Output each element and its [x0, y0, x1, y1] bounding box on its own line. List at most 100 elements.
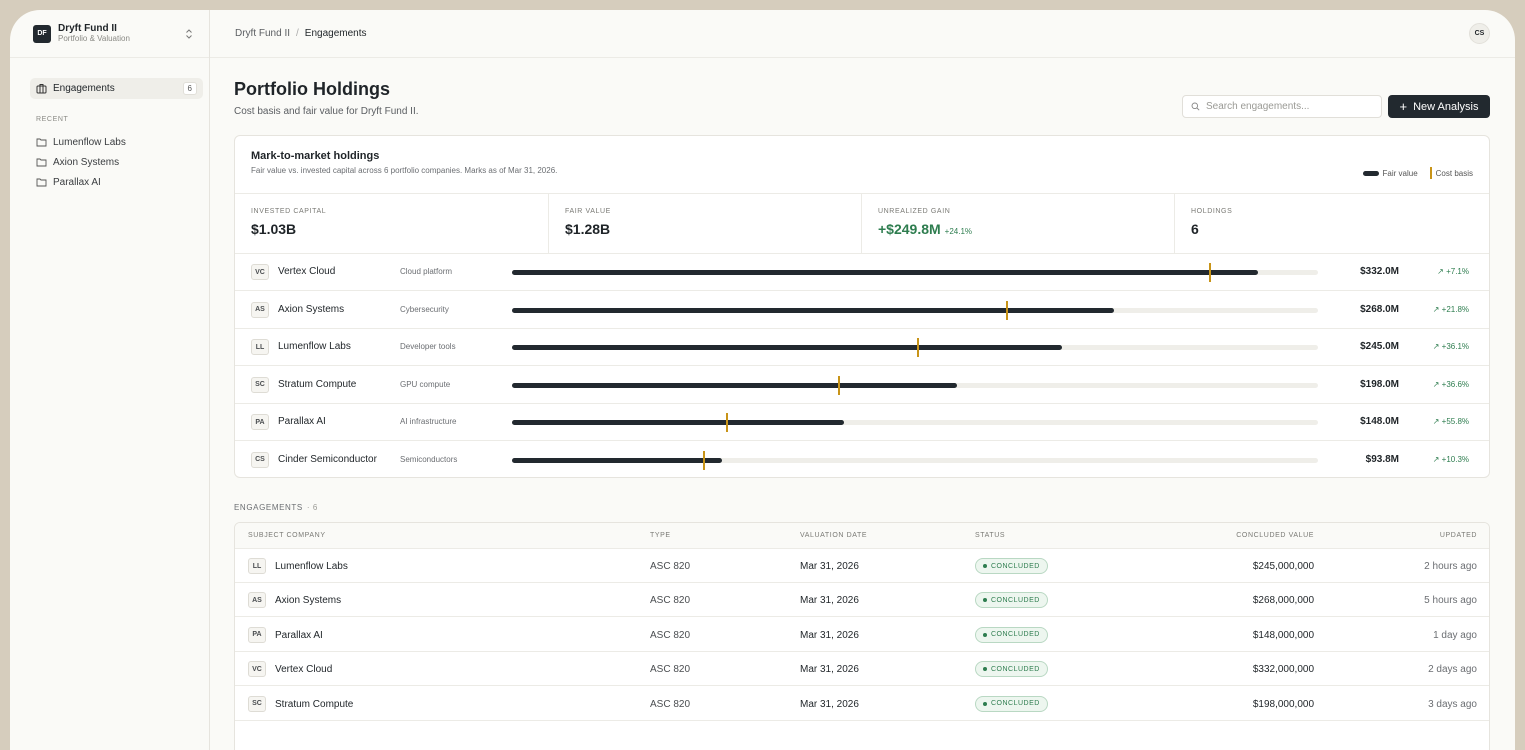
cell-company[interactable]: Stratum Compute — [275, 698, 354, 710]
cell-valuation-date: Mar 31, 2026 — [800, 698, 859, 710]
holding-fair-value: $268.0M — [1360, 303, 1399, 315]
company-initials-chip: VC — [248, 661, 266, 678]
holding-row[interactable]: SC Stratum Compute GPU compute $198.0M ↗ +36… — [235, 367, 1489, 404]
recent-item-label: Lumenflow Labs — [53, 136, 126, 148]
column-header-status[interactable]: STATUS — [975, 532, 1006, 539]
cell-concluded-value: $245,000,000 — [1252, 561, 1314, 572]
holding-change: ↗ +36.6% — [1432, 379, 1469, 389]
cell-company[interactable]: Parallax AI — [275, 629, 323, 641]
fair-value-track — [512, 338, 1318, 357]
holding-name: Parallax AI — [278, 416, 326, 427]
workspace-name: Dryft Fund II — [58, 23, 117, 34]
holding-row[interactable]: VC Vertex Cloud Cloud platform $332.0M ↗ +7.… — [235, 254, 1489, 291]
status-label: CONCLUDED — [991, 562, 1040, 570]
status-badge: CONCLUDED — [975, 661, 1048, 678]
column-header-company[interactable]: SUBJECT COMPANY — [248, 532, 326, 539]
fair-value-bar — [512, 457, 723, 463]
holding-name: Lumenflow Labs — [278, 341, 351, 352]
cell-valuation-date: Mar 31, 2026 — [800, 629, 859, 641]
holding-name: Cinder Semiconductor — [278, 453, 377, 465]
holding-change: ↗ +55.8% — [1432, 417, 1469, 426]
page-subtitle: Cost basis and fair value for Dryft Fund… — [234, 106, 419, 117]
stat-label: UNREALIZED GAIN — [878, 208, 951, 215]
holdings-card: Mark-to-market holdings Fair value vs. i… — [234, 135, 1490, 478]
fair-value-track — [512, 450, 1318, 470]
cell-type: ASC 820 — [650, 629, 691, 641]
holding-change: ↗ +7.1% — [1437, 267, 1469, 276]
company-initials-chip: AS — [248, 592, 266, 609]
fair-value-bar — [512, 382, 957, 388]
sidebar-item-lumenflow-labs[interactable]: Lumenflow Labs — [36, 132, 126, 152]
topbar: Dryft Fund II / Engagements CS — [210, 10, 1515, 58]
fair-value-bar — [512, 307, 1115, 313]
status-badge: CONCLUDED — [975, 558, 1048, 574]
cost-basis-swatch — [1429, 167, 1432, 179]
table-row[interactable]: AS Axion Systems ASC 820 Mar 31, 2026 CONCLU… — [235, 583, 1489, 618]
fair-value-bar — [512, 345, 1063, 350]
workspace-subtitle: Portfolio & Valuation — [58, 34, 130, 43]
search-input[interactable]: Search engagements... — [1182, 95, 1382, 118]
holding-row[interactable]: CS Cinder Semiconductor Semiconductors $93.… — [235, 442, 1489, 478]
cell-concluded-value: $268,000,000 — [1252, 595, 1314, 607]
cost-basis-marker — [703, 450, 706, 470]
cell-type: ASC 820 — [650, 698, 691, 710]
new-analysis-button[interactable]: + New Analysis — [1388, 95, 1490, 118]
company-initials-chip: SC — [251, 376, 269, 393]
cell-company[interactable]: Vertex Cloud — [275, 664, 333, 676]
workspace-switcher[interactable]: DF Dryft Fund II Portfolio & Valuation — [10, 10, 209, 58]
sidebar-item-axion-systems[interactable]: Axion Systems — [36, 152, 126, 172]
gain-percent: +24.1% — [944, 227, 973, 236]
holding-row[interactable]: PA Parallax AI AI infrastructure $148.0M ↗ +… — [235, 404, 1489, 441]
engagements-count-badge: 6 — [182, 82, 197, 95]
table-row[interactable]: PA Parallax AI ASC 820 Mar 31, 2026 CONCLUDE… — [235, 618, 1489, 652]
cell-type: ASC 820 — [650, 664, 691, 676]
company-initials-chip: PA — [251, 414, 269, 430]
holding-row[interactable]: LL Lumenflow Labs Developer tools $245.0M ↗ … — [235, 329, 1489, 366]
status-dot-icon — [983, 701, 987, 706]
holding-fair-value: $148.0M — [1360, 416, 1399, 427]
recent-heading: RECENT — [36, 116, 69, 123]
sidebar: DF Dryft Fund II Portfolio & Valuation E… — [10, 10, 210, 750]
holding-sector: GPU compute — [400, 379, 451, 389]
company-initials-chip: LL — [251, 339, 269, 355]
holding-name: Stratum Compute — [278, 378, 357, 390]
table-row[interactable]: VC Vertex Cloud ASC 820 Mar 31, 2026 CONCLUD… — [235, 652, 1489, 687]
breadcrumb-separator: / — [296, 28, 299, 39]
column-header-value[interactable]: CONCLUDED VALUE — [1236, 532, 1314, 539]
folder-icon — [36, 178, 47, 187]
sidebar-item-engagements[interactable]: Engagements 6 — [30, 78, 203, 99]
status-badge: CONCLUDED — [975, 695, 1048, 712]
status-dot-icon — [983, 667, 987, 672]
table-row[interactable] — [235, 721, 1489, 750]
cell-concluded-value: $148,000,000 — [1252, 629, 1314, 641]
cell-company[interactable]: Axion Systems — [275, 595, 342, 607]
column-header-date[interactable]: VALUATION DATE — [800, 532, 868, 539]
cost-basis-marker — [1006, 300, 1009, 320]
breadcrumb: Dryft Fund II / Engagements — [235, 28, 367, 39]
status-dot-icon — [983, 598, 987, 603]
new-analysis-label: New Analysis — [1413, 100, 1479, 113]
sidebar-item-parallax-ai[interactable]: Parallax AI — [36, 172, 126, 192]
cell-company[interactable]: Lumenflow Labs — [275, 561, 348, 572]
company-initials-chip: AS — [251, 301, 269, 318]
breadcrumb-current: Engagements — [304, 28, 367, 39]
engagements-heading: ENGAGEMENTS · 6 — [234, 503, 318, 512]
fair-value-bar — [512, 420, 845, 425]
breadcrumb-parent[interactable]: Dryft Fund II — [235, 28, 291, 39]
table-row[interactable]: LL Lumenflow Labs ASC 820 Mar 31, 2026 CONCL… — [235, 549, 1489, 583]
column-header-type[interactable]: TYPE — [650, 532, 671, 539]
cost-basis-marker — [1209, 263, 1212, 282]
legend-fair-label: Fair value — [1382, 168, 1418, 178]
column-header-updated[interactable]: UPDATED — [1439, 532, 1477, 539]
status-dot-icon — [983, 564, 987, 568]
stat-label: FAIR VALUE — [565, 208, 611, 215]
engagements-table: SUBJECT COMPANY TYPE VALUATION DATE STAT… — [234, 522, 1490, 750]
stat-fair-value: FAIR VALUE $1.28B — [549, 194, 862, 253]
company-initials-chip: SC — [248, 695, 266, 712]
table-row[interactable]: SC Stratum Compute ASC 820 Mar 31, 2026 CONC… — [235, 687, 1489, 721]
holding-row[interactable]: AS Axion Systems Cybersecurity $268.0M ↗ +21… — [235, 292, 1489, 329]
stat-label: INVESTED CAPITAL — [251, 208, 327, 215]
stat-unrealized-gain: UNREALIZED GAIN +$249.8M +24.1% — [862, 194, 1175, 253]
avatar[interactable]: CS — [1469, 23, 1490, 44]
chevron-up-down-icon — [186, 28, 192, 39]
